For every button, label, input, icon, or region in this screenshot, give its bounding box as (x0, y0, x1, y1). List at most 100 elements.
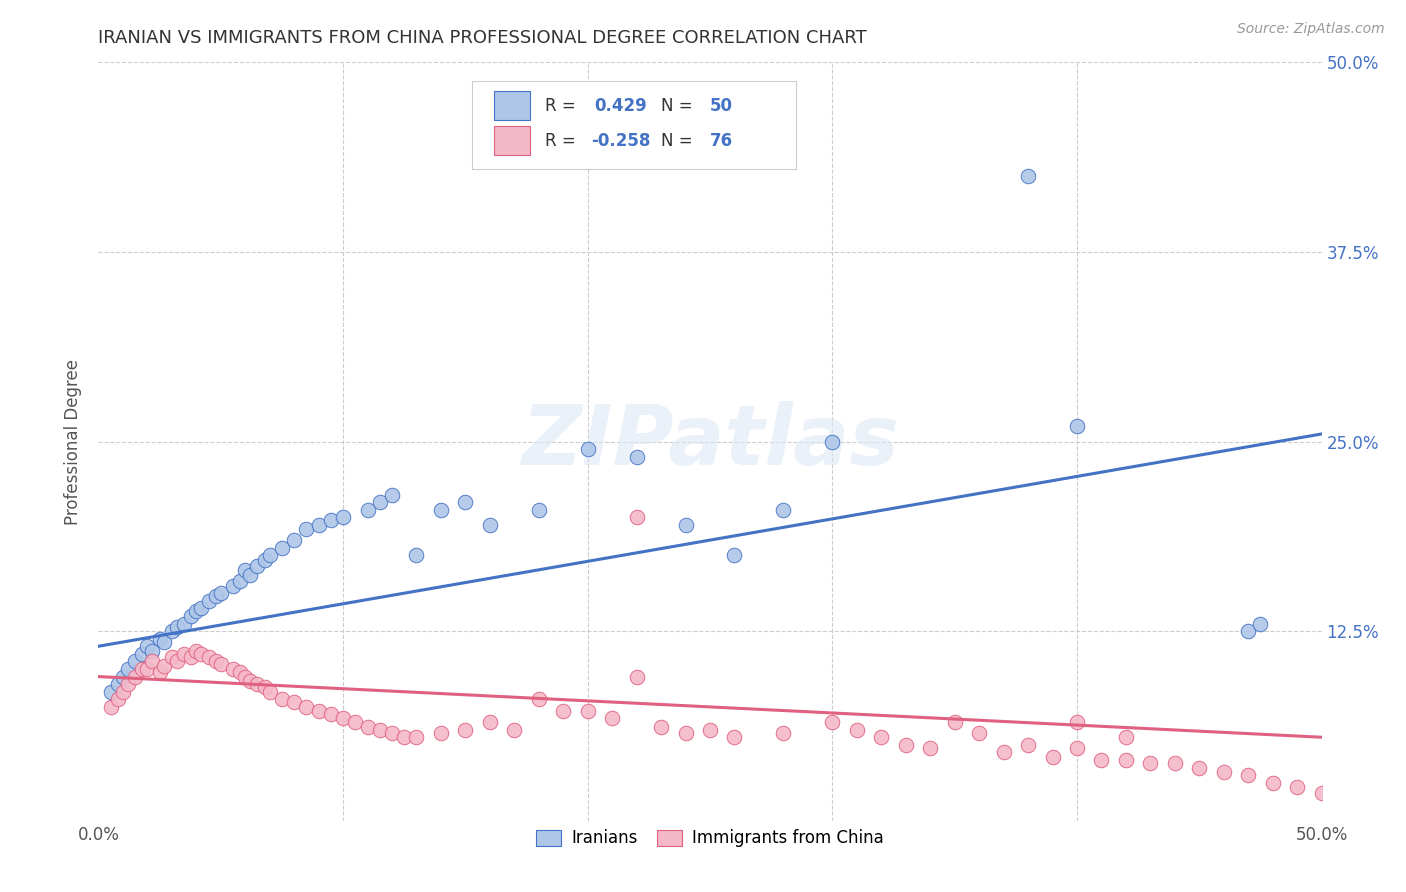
Point (319, 513, 342, 527)
Point (197, 594, 219, 608)
Point (478, 715, 501, 730)
Point (368, 495, 391, 509)
Point (131, 647, 153, 661)
Point (295, 523, 318, 537)
Point (308, 705, 330, 719)
Point (100, 699, 122, 714)
Point (190, 601, 212, 615)
Point (1066, 715, 1088, 730)
Point (160, 624, 183, 639)
Point (772, 503, 794, 517)
Point (405, 548, 427, 563)
Point (1139, 756, 1161, 770)
Point (308, 517, 330, 532)
Point (197, 649, 219, 664)
Point (246, 677, 269, 691)
Point (1115, 730, 1137, 744)
Legend: Iranians, Immigrants from China: Iranians, Immigrants from China (529, 822, 891, 854)
FancyBboxPatch shape (471, 81, 796, 169)
Point (943, 715, 966, 730)
Point (356, 503, 378, 517)
Point (180, 649, 202, 664)
Point (405, 730, 427, 744)
Point (124, 655, 146, 669)
Point (1090, 753, 1112, 767)
Point (239, 568, 262, 582)
Point (253, 680, 276, 694)
Point (600, 710, 623, 724)
Point (259, 685, 281, 699)
Point (141, 644, 163, 658)
Point (205, 655, 228, 669)
Point (205, 589, 228, 603)
Point (136, 639, 159, 653)
Point (229, 574, 252, 588)
Point (186, 604, 208, 618)
Point (131, 662, 153, 676)
FancyBboxPatch shape (494, 91, 530, 120)
Point (675, 517, 697, 532)
Point (1164, 756, 1187, 770)
FancyBboxPatch shape (494, 126, 530, 155)
Point (107, 677, 129, 691)
Text: R =: R = (546, 131, 581, 150)
Point (270, 692, 294, 706)
Point (699, 723, 721, 737)
Point (381, 725, 404, 739)
Point (626, 669, 648, 683)
Point (675, 725, 697, 739)
Point (124, 669, 146, 683)
Point (1212, 765, 1234, 780)
Point (209, 657, 232, 672)
Point (190, 647, 212, 661)
Point (229, 665, 252, 679)
Point (319, 707, 342, 722)
Point (527, 692, 550, 706)
Text: Source: ZipAtlas.com: Source: ZipAtlas.com (1237, 22, 1385, 37)
Point (454, 495, 477, 509)
Point (650, 720, 672, 734)
Point (723, 730, 745, 744)
Point (173, 616, 195, 631)
Point (430, 725, 453, 739)
Point (1261, 776, 1284, 790)
Point (454, 723, 477, 737)
Point (356, 720, 378, 734)
Point (153, 659, 176, 673)
Point (1017, 169, 1039, 184)
Y-axis label: Professional Degree: Professional Degree (65, 359, 83, 524)
Point (1286, 780, 1309, 795)
Text: 50: 50 (710, 96, 733, 115)
Point (1249, 616, 1271, 631)
Text: 0.429: 0.429 (593, 96, 647, 115)
Text: N =: N = (661, 131, 697, 150)
Text: N =: N = (661, 96, 697, 115)
Point (166, 619, 188, 633)
Point (967, 725, 990, 739)
Point (186, 644, 208, 658)
Point (136, 662, 159, 676)
Point (368, 723, 391, 737)
Point (894, 738, 917, 752)
Point (1042, 750, 1064, 764)
Point (478, 517, 501, 532)
Point (1237, 768, 1260, 782)
Point (160, 649, 183, 664)
Point (392, 730, 416, 744)
Point (209, 586, 232, 600)
Point (576, 442, 599, 457)
Point (845, 723, 868, 737)
Point (344, 715, 367, 730)
Point (821, 434, 844, 449)
Point (821, 715, 844, 730)
Point (993, 746, 1015, 760)
Point (283, 533, 305, 548)
Point (295, 699, 318, 714)
Point (1017, 738, 1039, 752)
Point (772, 725, 794, 739)
Text: ZIPatlas: ZIPatlas (522, 401, 898, 482)
Text: IRANIAN VS IMMIGRANTS FROM CHINA PROFESSIONAL DEGREE CORRELATION CHART: IRANIAN VS IMMIGRANTS FROM CHINA PROFESS… (98, 29, 868, 47)
Point (626, 510, 648, 524)
Point (270, 541, 294, 555)
Point (100, 685, 122, 699)
